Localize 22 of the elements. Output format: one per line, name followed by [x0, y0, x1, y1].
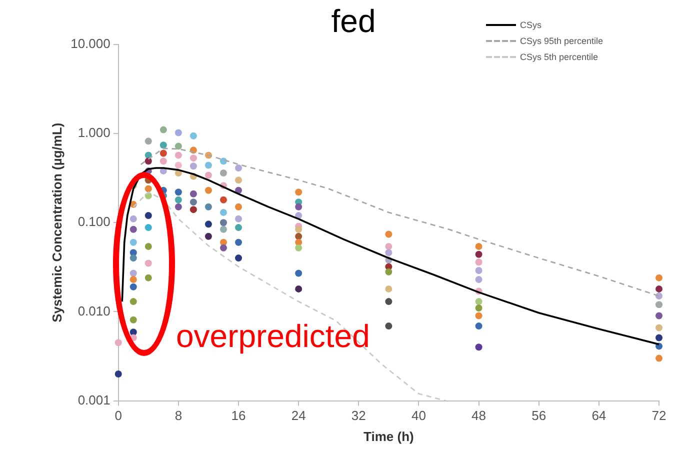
x-tick-label: 0	[114, 408, 122, 424]
annotation: overpredicted	[176, 318, 370, 355]
y-axis-title: Systemic Concentration (µg/mL)	[49, 122, 64, 322]
x-tick-label: 56	[532, 408, 546, 424]
x-tick-label: 40	[411, 408, 426, 424]
y-tick-label: 0.100	[78, 214, 110, 230]
x-tick-label: 16	[231, 408, 246, 424]
y-tick-label: 0.001	[78, 392, 110, 408]
x-tick-label: 72	[652, 408, 666, 424]
y-tick-label: 1.000	[78, 125, 110, 140]
legend-label: CSys 95th percentile	[520, 36, 603, 46]
legend-label: CSys 5th percentile	[520, 52, 598, 62]
x-tick-label: 64	[592, 408, 606, 424]
x-tick-label: 24	[291, 408, 306, 424]
y-tick-label: 0.010	[78, 303, 110, 318]
y-tick-label: 10.000	[70, 36, 110, 51]
x-axis-title: Time (h)	[364, 428, 414, 444]
legend-label: CSys	[520, 20, 542, 30]
x-tick-label: 48	[472, 408, 486, 424]
x-tick-label: 32	[351, 408, 366, 424]
x-tick-label: 8	[174, 408, 182, 424]
chart-title: fed	[331, 3, 376, 40]
